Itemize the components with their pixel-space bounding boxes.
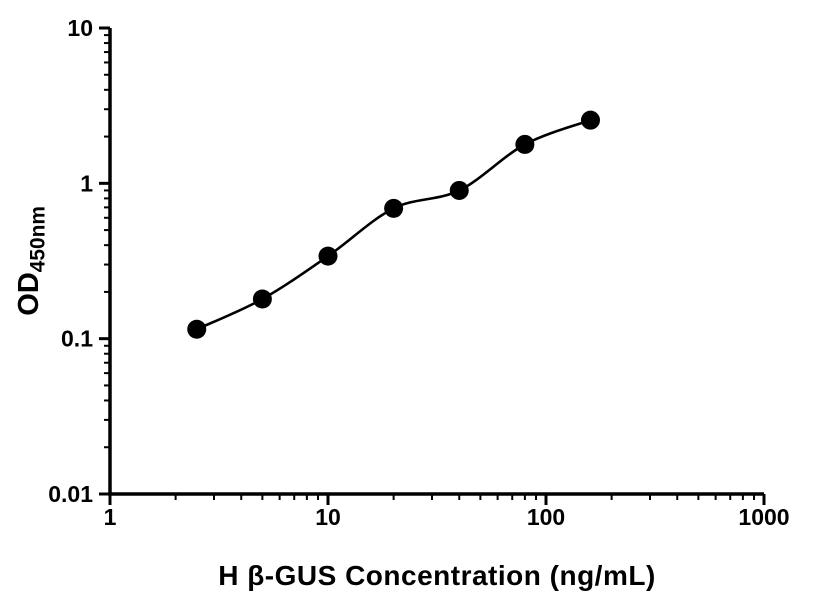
y-tick-label: 0.01 xyxy=(48,481,93,507)
y-tick-label: 0.1 xyxy=(61,326,93,352)
y-axis-title-sub: 450nm xyxy=(26,206,50,273)
x-axis-title: H β-GUS Concentration (ng/mL) xyxy=(218,560,656,591)
x-tick-label: 100 xyxy=(527,504,565,530)
data-point xyxy=(318,246,338,266)
x-tick-label: 1000 xyxy=(738,504,789,530)
y-axis-title-wrap: OD450nm xyxy=(0,28,64,494)
data-point xyxy=(384,198,404,218)
y-axis-title-main: OD xyxy=(13,272,46,316)
data-point xyxy=(187,319,207,339)
y-tick-label: 10 xyxy=(67,15,93,41)
data-point xyxy=(449,180,469,200)
data-point xyxy=(580,110,600,130)
y-axis-title: OD450nm xyxy=(13,206,51,316)
data-point xyxy=(252,289,272,309)
axis-spines xyxy=(108,28,764,496)
data-point xyxy=(515,134,535,154)
y-tick-label: 1 xyxy=(80,170,93,196)
x-tick-label: 1 xyxy=(104,504,117,530)
x-tick-label: 10 xyxy=(315,504,341,530)
